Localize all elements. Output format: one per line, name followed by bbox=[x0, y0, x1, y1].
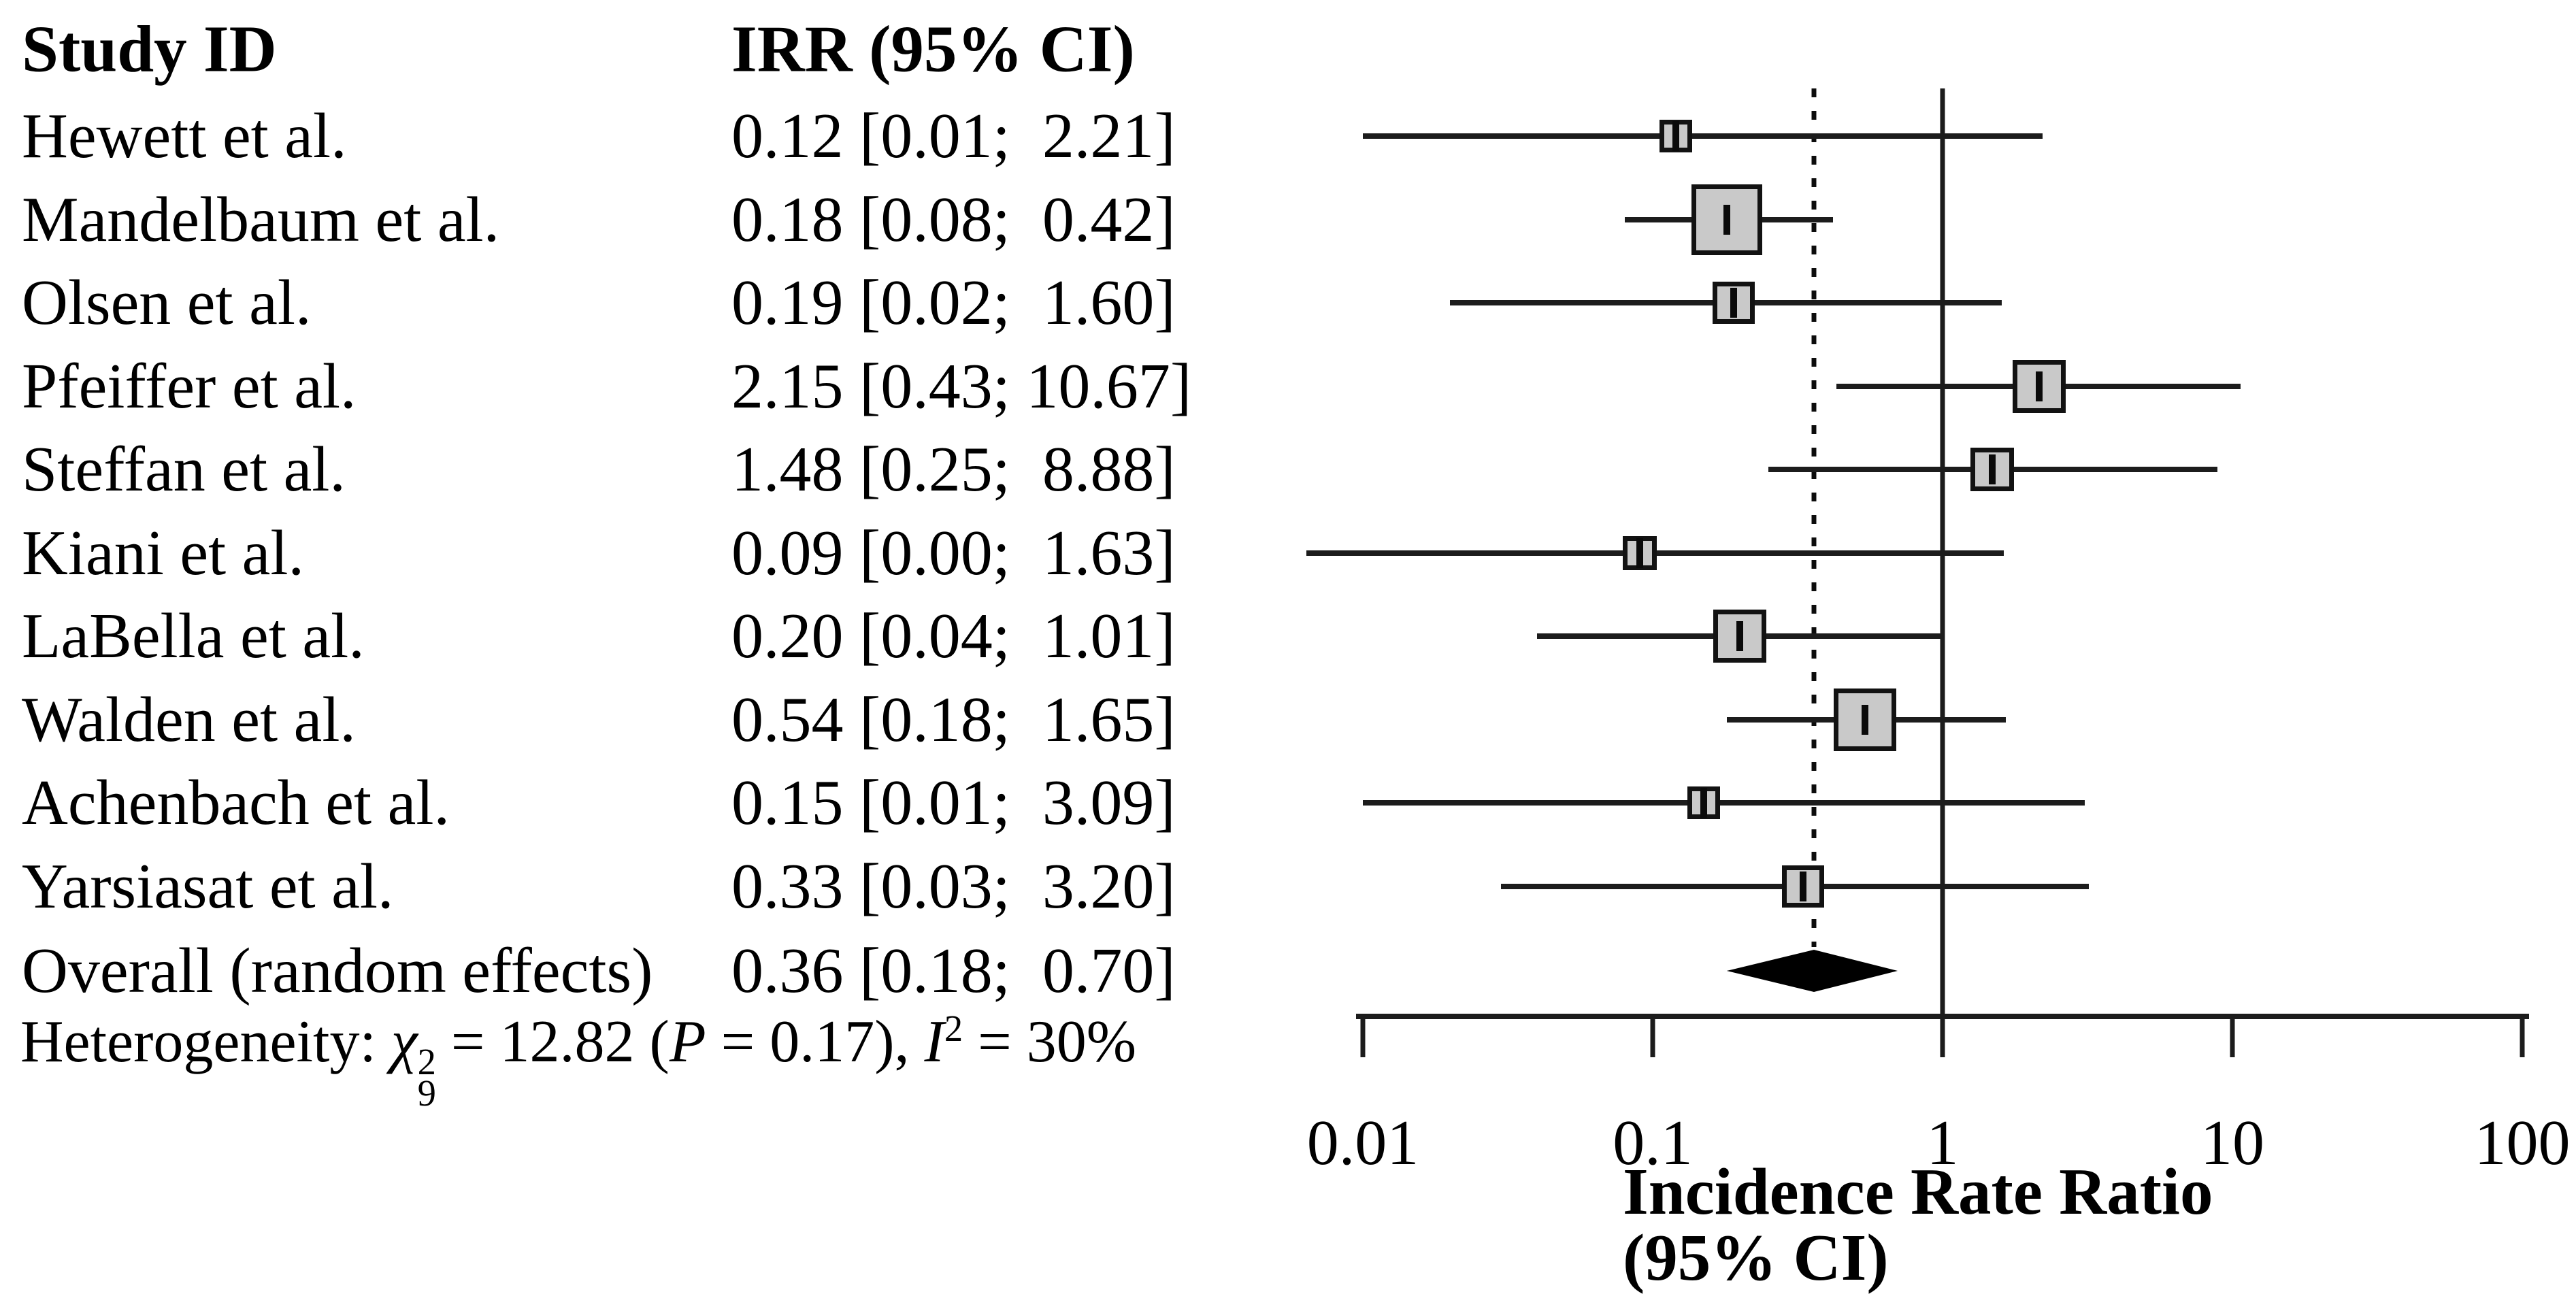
irr-value: 1.48 [0.25; 8.88] bbox=[731, 434, 1176, 505]
irr-value: 0.12 [0.01; 2.21] bbox=[731, 101, 1176, 171]
irr-value: 0.15 [0.01; 3.09] bbox=[731, 767, 1176, 838]
x-axis-tick bbox=[2230, 1014, 2235, 1057]
point-estimate-tick bbox=[1723, 204, 1730, 235]
overall-irr-value: 0.36 [0.18; 0.70] bbox=[731, 935, 1176, 1006]
point-estimate-tick bbox=[1988, 454, 1996, 484]
null-effect-reference-line bbox=[1940, 88, 1945, 1057]
point-estimate-tick bbox=[1736, 621, 1744, 651]
study-label: Walden et al. bbox=[22, 684, 356, 755]
i-squared-symbol: I bbox=[924, 1009, 944, 1076]
x-axis-title: Incidence Rate Ratio (95% CI) bbox=[1623, 1155, 2213, 1294]
x-axis-tick-label: 10 bbox=[2200, 1108, 2264, 1178]
het-prefix: Heterogeneity: bbox=[20, 1009, 391, 1076]
irr-value: 0.18 [0.08; 0.42] bbox=[731, 184, 1176, 255]
point-estimate-tick bbox=[1672, 121, 1679, 151]
irr-value: 0.19 [0.02; 1.60] bbox=[731, 267, 1176, 338]
x-axis-tick-label: 0.1 bbox=[1613, 1108, 1693, 1178]
x-axis-tick-label: 0.01 bbox=[1306, 1108, 1419, 1178]
point-estimate-tick bbox=[1799, 871, 1806, 901]
x-axis-tick-label: 1 bbox=[1926, 1108, 1959, 1178]
irr-value: 0.09 [0.00; 1.63] bbox=[731, 517, 1176, 588]
x-axis-tick bbox=[1360, 1014, 1366, 1057]
point-estimate-tick bbox=[1861, 704, 1868, 735]
study-label: Pfeiffer et al. bbox=[22, 350, 357, 422]
p-value: = 0.17), bbox=[706, 1009, 925, 1076]
point-estimate-tick bbox=[1700, 788, 1707, 818]
point-estimate-tick bbox=[1636, 537, 1643, 568]
x-axis-tick bbox=[1650, 1014, 1655, 1057]
study-label: Achenbach et al. bbox=[22, 767, 450, 838]
irr-column-header: IRR (95% CI) bbox=[731, 12, 1135, 86]
point-estimate-tick bbox=[2035, 371, 2043, 401]
irr-value: 2.15 [0.43; 10.67] bbox=[731, 350, 1192, 422]
irr-value: 0.20 [0.04; 1.01] bbox=[731, 601, 1176, 671]
x-axis-tick-label: 100 bbox=[2474, 1108, 2571, 1178]
study-label: Yarsiasat et al. bbox=[22, 850, 394, 922]
study-label: Olsen et al. bbox=[22, 267, 312, 338]
irr-value: 0.54 [0.18; 1.65] bbox=[731, 684, 1176, 755]
study-label: Hewett et al. bbox=[22, 101, 347, 171]
irr-value: 0.33 [0.03; 3.20] bbox=[731, 850, 1176, 922]
p-symbol: P bbox=[669, 1009, 706, 1076]
study-label: Mandelbaum et al. bbox=[22, 184, 500, 255]
x-axis-tick bbox=[1940, 1014, 1945, 1057]
chi-symbol: χ bbox=[391, 1009, 418, 1076]
study-label: Kiani et al. bbox=[22, 517, 305, 588]
confidence-interval-line bbox=[1363, 800, 2085, 806]
x-axis-tick bbox=[2520, 1014, 2525, 1057]
overall-label: Overall (random effects) bbox=[22, 935, 653, 1006]
overall-estimate-dashed-line bbox=[1811, 88, 1817, 947]
study-label: LaBella et al. bbox=[22, 601, 365, 671]
i-squared-value: = 30% bbox=[963, 1009, 1137, 1076]
point-estimate-tick bbox=[1730, 288, 1737, 318]
confidence-interval-line bbox=[1363, 133, 2043, 139]
study-column-header: Study ID bbox=[22, 12, 277, 86]
effect-size-square bbox=[1713, 610, 1767, 663]
i-squared-exponent: 2 bbox=[944, 1008, 963, 1050]
het-statistic: = 12.82 ( bbox=[435, 1009, 670, 1076]
study-label: Steffan et al. bbox=[22, 434, 346, 505]
